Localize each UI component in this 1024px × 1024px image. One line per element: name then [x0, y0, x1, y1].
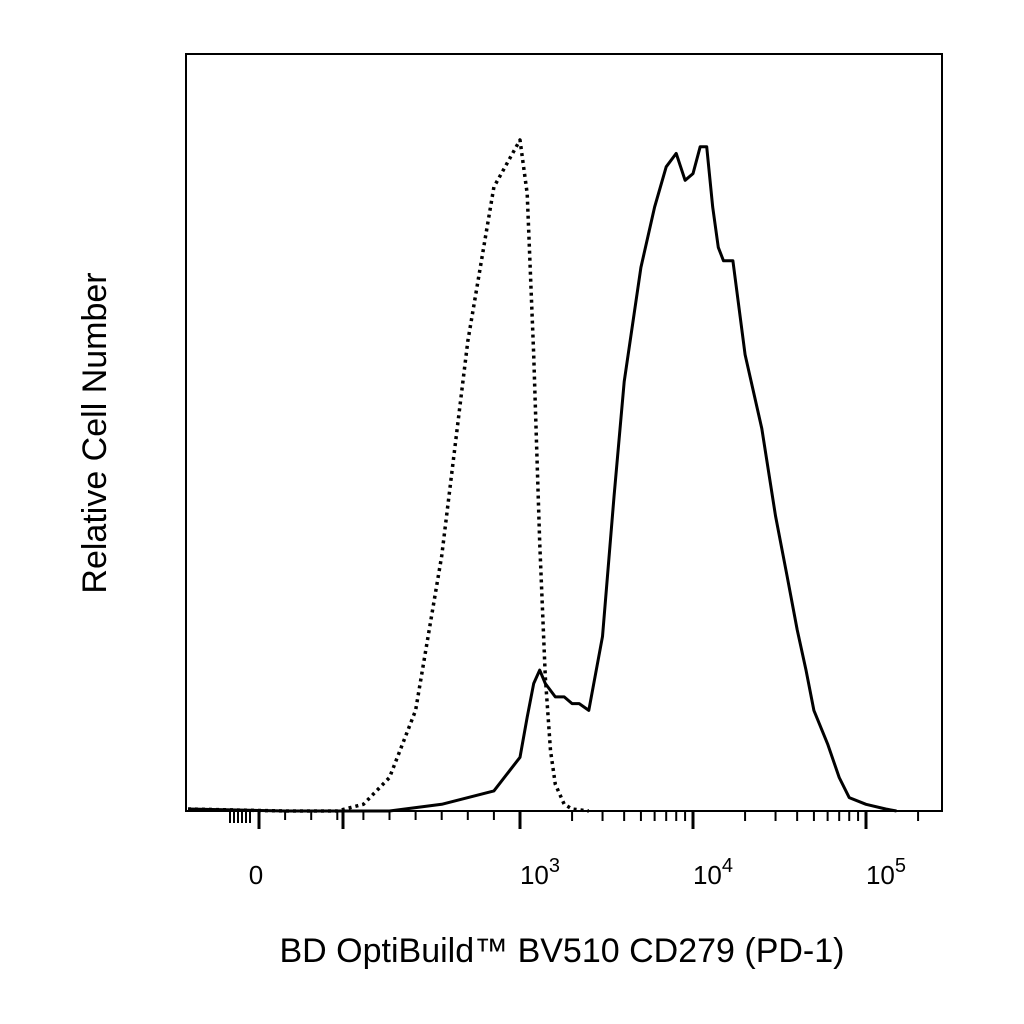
plot-frame — [185, 53, 943, 812]
x-tick-labels: 0 103 104 105 — [249, 855, 906, 890]
stained-histogram-line — [187, 145, 897, 813]
control-histogram-line — [187, 138, 590, 813]
x-tick-label: 103 — [520, 855, 560, 890]
x-tick-label: 105 — [866, 855, 906, 890]
x-axis-label: BD OptiBuild™ BV510 CD279 (PD-1) — [279, 932, 844, 970]
x-tick-label: 104 — [693, 855, 733, 890]
y-axis-label: Relative Cell Number — [76, 272, 114, 593]
plot-border — [185, 53, 943, 812]
histogram-curves — [187, 138, 897, 813]
x-axis-ticks — [229, 811, 920, 829]
x-tick-label: 0 — [249, 860, 263, 890]
